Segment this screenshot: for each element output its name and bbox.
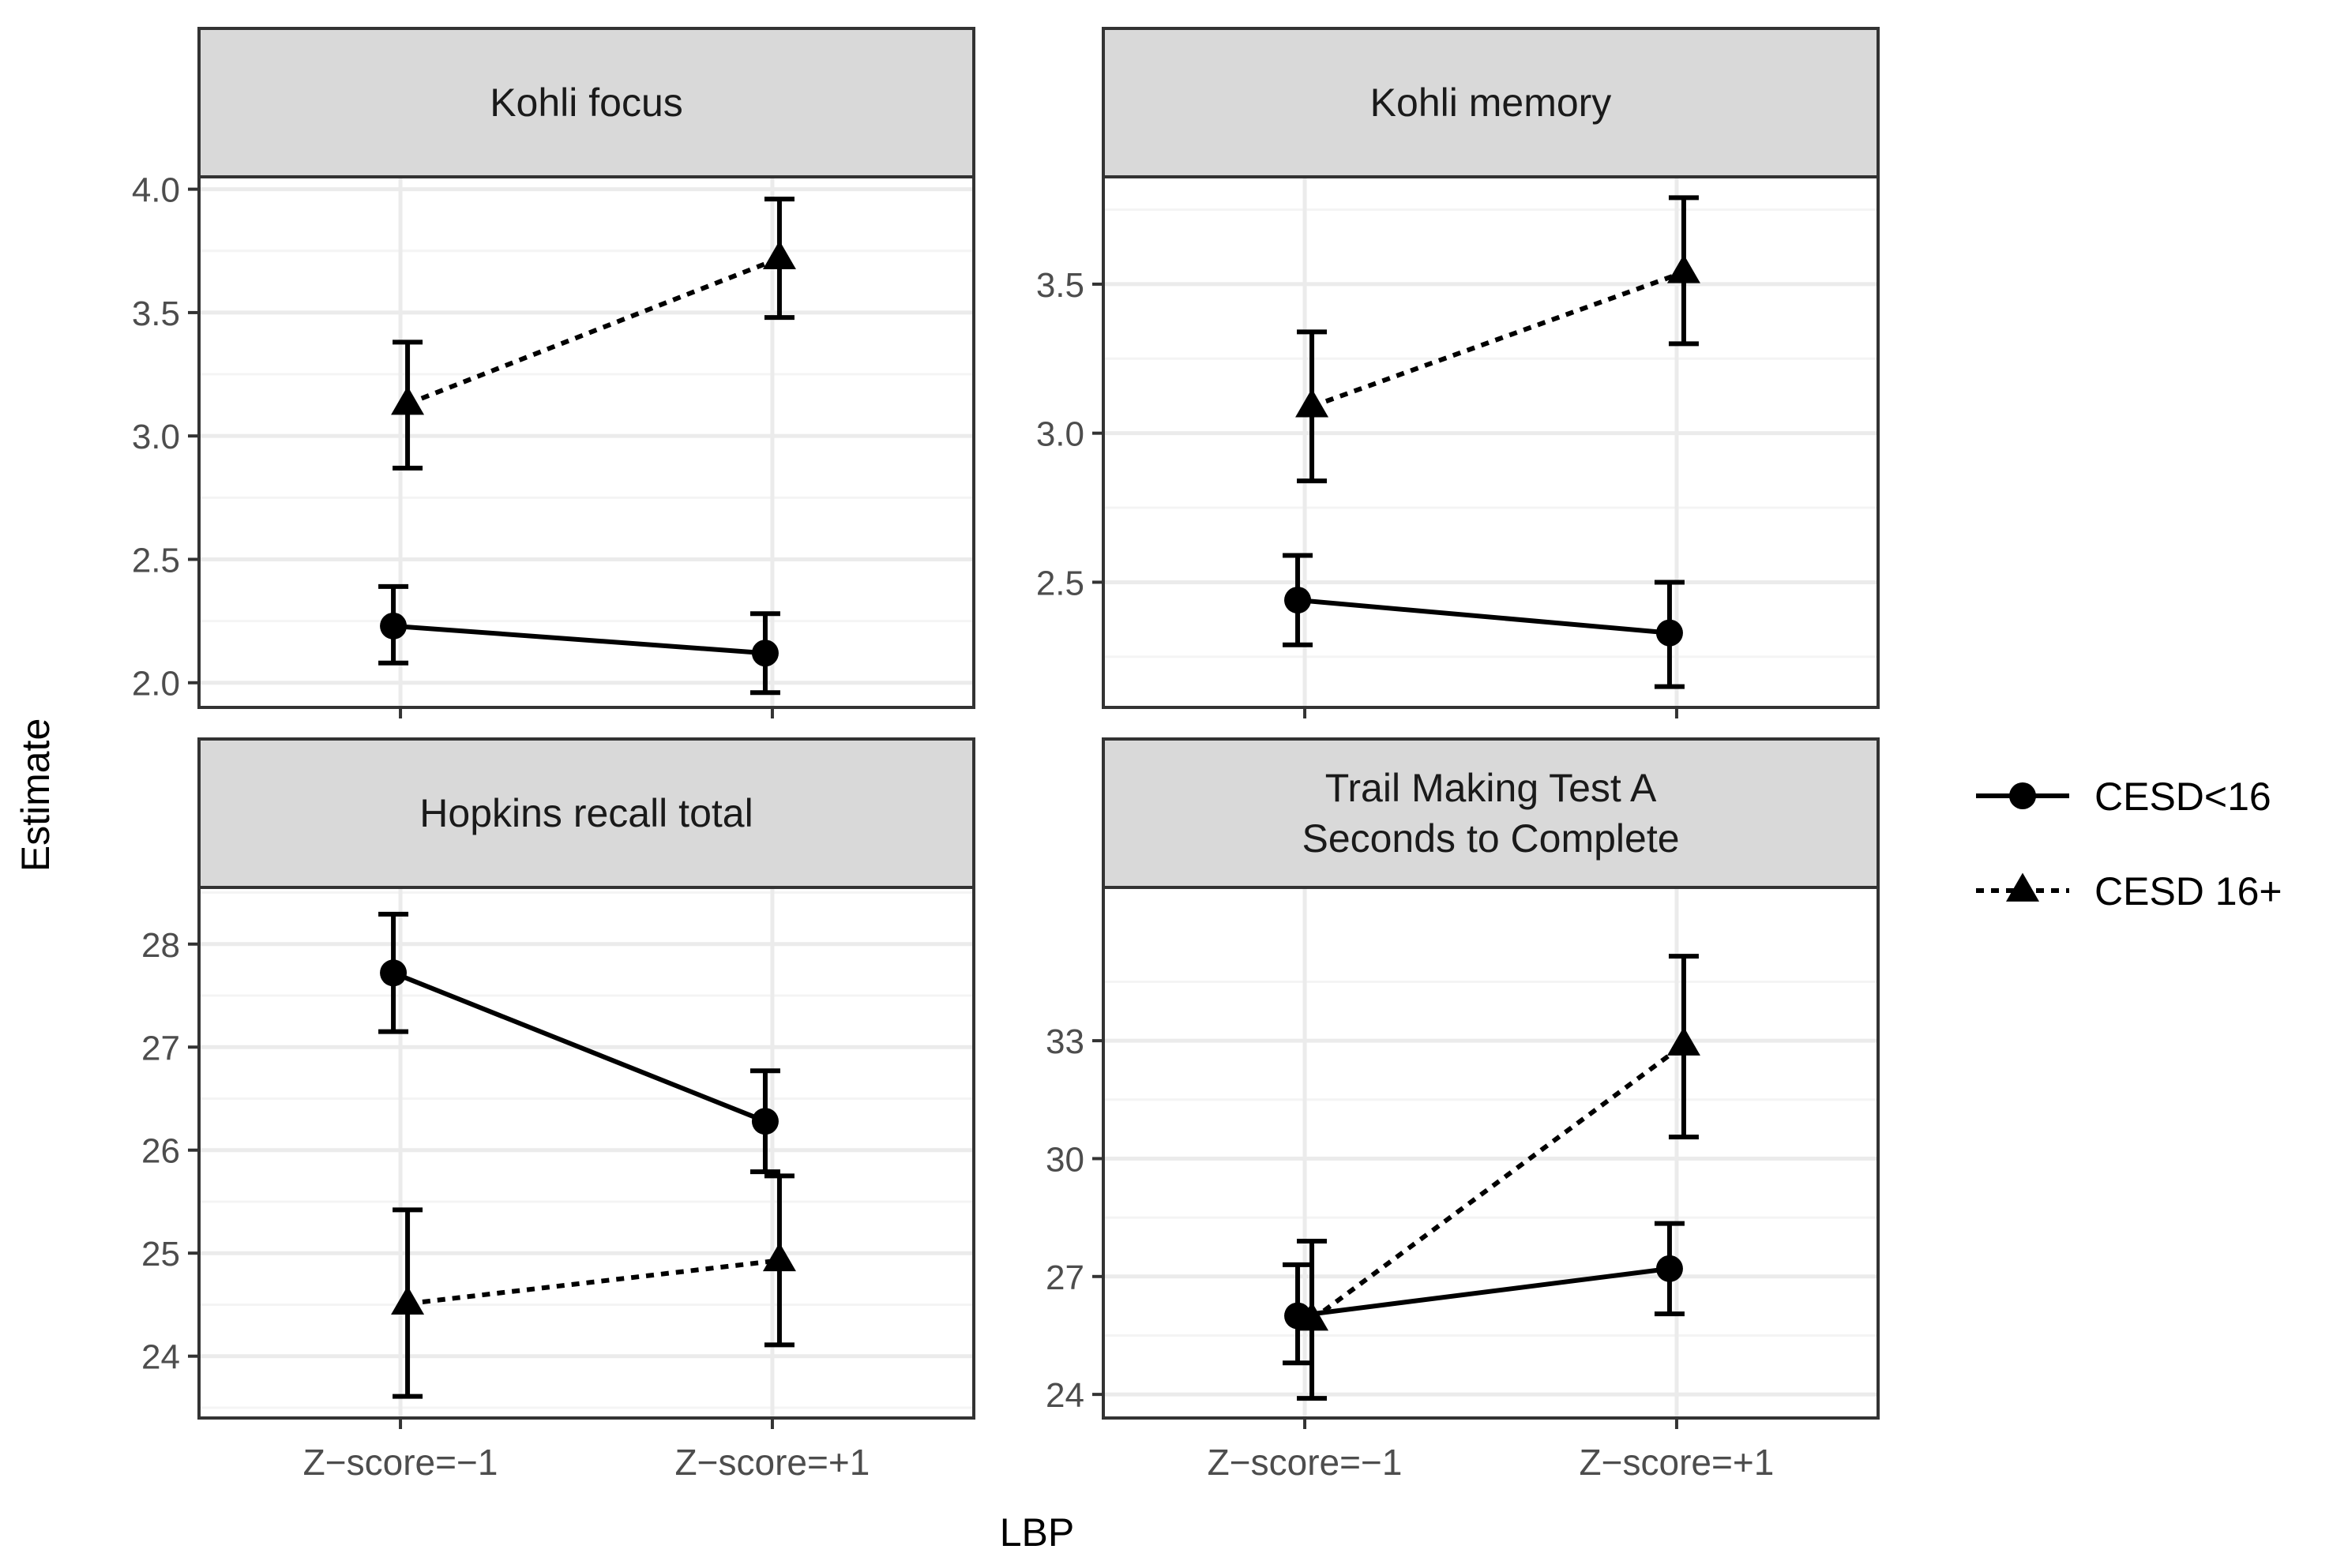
y-tick-label: 24 — [141, 1338, 180, 1377]
panel-4: Trail Making Test A Seconds to Complete 24… — [1046, 737, 1880, 1483]
facet-title: Kohli memory — [1370, 81, 1612, 125]
panel-border — [1102, 886, 1880, 1420]
plot-area — [199, 177, 974, 707]
point-circle — [1655, 1255, 1683, 1282]
panel-border — [197, 886, 975, 1420]
point-triangle — [391, 386, 425, 415]
series-line — [1297, 1266, 1670, 1319]
facet-title: Trail Making Test A Seconds to Complete — [1302, 766, 1679, 861]
point-triangle — [1295, 1302, 1329, 1331]
y-axis-title: Estimate — [13, 718, 58, 872]
point-triangle — [1666, 1026, 1700, 1056]
series-line — [1310, 1042, 1685, 1322]
panel-3: Hopkins recall total 24 25 26 27 28 Z−score=−1… — [141, 737, 975, 1483]
series-line — [393, 623, 766, 656]
point-triangle — [762, 240, 796, 269]
series-line — [1311, 269, 1685, 409]
series-cesd-16plus — [391, 1173, 796, 1399]
facet-title: Hopkins recall total — [419, 791, 753, 835]
series-line — [406, 256, 781, 407]
series-cesd-lt16 — [378, 583, 780, 696]
y-tick-label: 27 — [141, 1029, 180, 1067]
series-cesd-lt16 — [1283, 553, 1685, 689]
series-line — [407, 1258, 780, 1307]
y-tick-label: 2.0 — [132, 665, 180, 703]
panel-border — [1102, 175, 1880, 709]
panel-1: Kohli focus 2.0 2.5 3.0 3.5 4.0 — [132, 27, 975, 718]
facet-strip — [1102, 737, 1880, 889]
legend: CESD<16 CESD 16+ — [1976, 775, 2282, 913]
x-tick-label: Z−score=+1 — [675, 1442, 870, 1483]
y-tick-label: 27 — [1046, 1259, 1084, 1297]
plot-area — [199, 887, 974, 1418]
panel-border — [197, 175, 975, 709]
facet-strip — [1102, 27, 1880, 178]
y-tick-label: 4.0 — [132, 171, 180, 210]
x-tick-label: Z−score=+1 — [1580, 1442, 1775, 1483]
point-triangle — [1666, 254, 1700, 283]
series-cesd-lt16 — [1283, 1221, 1685, 1366]
x-tick-label: Z−score=−1 — [1208, 1442, 1403, 1483]
y-tick-label: 30 — [1046, 1140, 1084, 1179]
point-triangle — [762, 1242, 796, 1272]
series-cesd-16plus — [1295, 954, 1700, 1401]
x-tick-label: Z−score=−1 — [303, 1442, 498, 1483]
plot-area — [1103, 887, 1878, 1418]
point-circle — [380, 959, 408, 987]
y-tick-label: 2.5 — [132, 541, 180, 580]
series-line — [1297, 598, 1670, 636]
y-tick-label: 33 — [1046, 1022, 1084, 1061]
y-tick-label: 25 — [141, 1235, 180, 1274]
legend-key-triangle — [2006, 872, 2039, 902]
legend-item-cesd-16plus: CESD 16+ — [1976, 869, 2282, 913]
point-circle — [1655, 619, 1683, 647]
legend-key-circle — [2009, 782, 2036, 809]
legend-item-cesd-lt16: CESD<16 — [1976, 775, 2271, 819]
y-tick-label: 2.5 — [1036, 564, 1084, 602]
plot-area — [1103, 177, 1878, 707]
y-tick-label: 3.0 — [132, 418, 180, 456]
point-triangle — [1295, 388, 1329, 418]
x-axis-title: LBP — [1000, 1510, 1075, 1555]
legend-label: CESD<16 — [2094, 775, 2271, 819]
y-tick-label: 28 — [141, 926, 180, 965]
series-cesd-16plus — [1295, 195, 1700, 484]
y-tick-label: 3.0 — [1036, 415, 1084, 454]
y-tick-label: 3.5 — [132, 294, 180, 333]
point-circle — [380, 612, 408, 640]
point-circle — [1284, 587, 1312, 614]
facet-strip — [197, 737, 975, 889]
panel-2: Kohli memory 2.5 3.0 3.5 — [1036, 27, 1880, 718]
facet-title: Kohli focus — [490, 81, 683, 125]
y-tick-label: 24 — [1046, 1376, 1084, 1415]
point-circle — [751, 1108, 779, 1135]
y-tick-label: 26 — [141, 1132, 180, 1171]
facet-strip — [197, 27, 975, 178]
point-circle — [751, 640, 779, 667]
series-cesd-lt16 — [378, 911, 780, 1175]
y-tick-label: 3.5 — [1036, 266, 1084, 305]
series-line — [392, 970, 767, 1123]
point-triangle — [391, 1285, 425, 1315]
series-cesd-16plus — [391, 197, 796, 471]
legend-label: CESD 16+ — [2094, 869, 2282, 913]
